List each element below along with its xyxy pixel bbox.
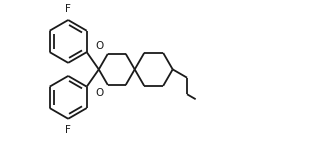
Text: F: F <box>65 4 71 14</box>
Text: O: O <box>95 41 104 51</box>
Text: F: F <box>65 125 71 135</box>
Text: O: O <box>95 88 104 98</box>
